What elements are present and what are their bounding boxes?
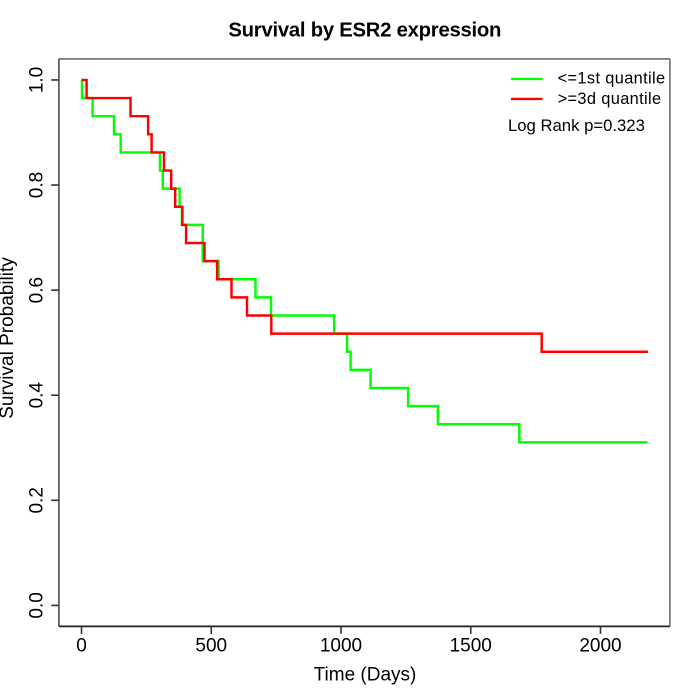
svg-text:<=1st quantile: <=1st quantile [558,70,666,88]
svg-text:Survival by ESR2 expression: Survival by ESR2 expression [228,20,501,42]
svg-text:0.8: 0.8 [26,172,47,198]
svg-text:Time (Days): Time (Days) [314,665,417,686]
svg-text:Survival Probability: Survival Probability [0,257,18,419]
svg-text:1500: 1500 [450,635,492,656]
svg-text:Log Rank p=0.323: Log Rank p=0.323 [508,116,645,135]
svg-text:2000: 2000 [579,635,621,656]
svg-text:1000: 1000 [320,635,362,656]
svg-text:0: 0 [76,635,87,656]
svg-text:1.0: 1.0 [26,67,47,93]
svg-text:0.4: 0.4 [26,382,47,409]
svg-text:>=3d quantile: >=3d quantile [558,90,662,108]
svg-text:500: 500 [195,635,227,656]
svg-text:0.6: 0.6 [26,277,47,303]
svg-text:0.2: 0.2 [26,487,47,513]
svg-text:0.0: 0.0 [26,592,47,618]
